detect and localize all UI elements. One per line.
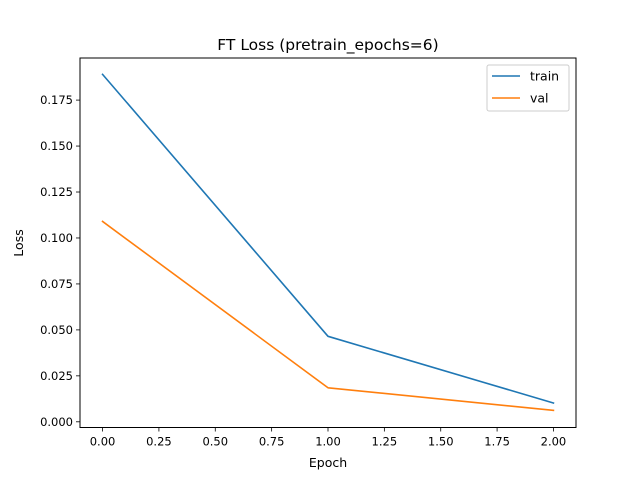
x-tick-label: 1.25: [372, 435, 398, 449]
legend: train val: [486, 64, 570, 112]
y-tick-label: 0.100: [40, 231, 73, 245]
x-axis-label: Epoch: [309, 455, 347, 470]
x-tick-label: 1.50: [428, 435, 454, 449]
y-tick-label: 0.000: [40, 415, 73, 429]
plot-frame: [79, 57, 577, 428]
series-line-val: [101, 220, 555, 412]
y-axis: 0.000 0.025 0.050 0.075 0.100 0.125 0.150 0.175: [40, 93, 80, 429]
x-tick-label: 0.25: [146, 435, 172, 449]
series-line-train: [101, 73, 555, 405]
legend-label-val: val: [530, 91, 549, 106]
chart-title: FT Loss (pretrain_epochs=6): [217, 36, 438, 55]
y-tick-label: 0.175: [40, 93, 73, 107]
legend-label-train: train: [530, 69, 559, 84]
y-tick-label: 0.025: [40, 369, 73, 383]
x-axis: 0.00 0.25 0.50 0.75 1.00 1.25 1.50 1.75 2.00: [90, 427, 567, 449]
x-tick-label: 2.00: [541, 435, 567, 449]
x-tick-label: 0.75: [259, 435, 285, 449]
y-tick-label: 0.150: [40, 139, 73, 153]
x-tick-label: 1.00: [315, 435, 341, 449]
y-tick-label: 0.125: [40, 185, 73, 199]
x-tick-label: 1.75: [484, 435, 510, 449]
y-tick-label: 0.075: [40, 277, 73, 291]
x-tick-label: 0.50: [202, 435, 228, 449]
x-tick-label: 0.00: [90, 435, 116, 449]
y-axis-label: Loss: [11, 229, 26, 256]
y-tick-label: 0.050: [40, 323, 73, 337]
series-layer: [101, 73, 555, 412]
